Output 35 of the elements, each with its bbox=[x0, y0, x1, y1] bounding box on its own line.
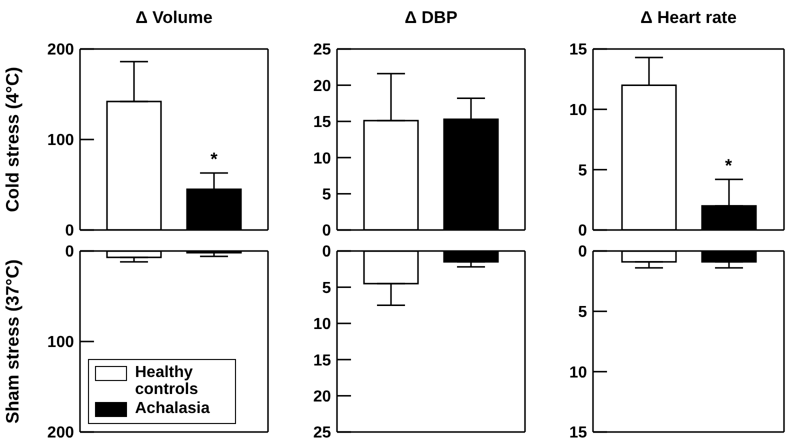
y-tick-label: 200 bbox=[47, 424, 74, 442]
y-tick-label: 0 bbox=[322, 244, 332, 261]
y-tick-label: 15 bbox=[313, 352, 332, 370]
y-tick-label: 0 bbox=[578, 222, 588, 240]
annotation: * bbox=[210, 148, 218, 169]
annotation: * bbox=[724, 155, 732, 176]
y-tick-label: 10 bbox=[569, 364, 588, 382]
y-tick-label: 25 bbox=[313, 42, 332, 59]
legend-label: Achalasia bbox=[135, 400, 210, 417]
y-tick-label: 10 bbox=[313, 316, 332, 334]
y-tick-label: 0 bbox=[65, 222, 74, 240]
chart-title: Δ Heart rate bbox=[639, 8, 738, 28]
y-tick-label: 15 bbox=[569, 42, 588, 59]
y-tick-label: 100 bbox=[47, 334, 74, 352]
y-tick-label: 5 bbox=[578, 304, 588, 322]
y-tick-label: 5 bbox=[322, 186, 332, 204]
y-tick-label: 20 bbox=[313, 388, 332, 406]
chart-title: Δ DBP bbox=[404, 8, 458, 28]
y-tick-label: 0 bbox=[65, 244, 74, 261]
y-tick-label: 20 bbox=[313, 78, 332, 95]
y-tick-label: 10 bbox=[569, 102, 588, 120]
y-axis-title: Sham stress (37°C) bbox=[2, 259, 22, 424]
y-tick-label: 200 bbox=[47, 42, 74, 59]
y-tick-label: 5 bbox=[578, 162, 588, 180]
y-tick-label: 5 bbox=[322, 280, 332, 297]
chart-title: Δ Volume bbox=[134, 8, 214, 28]
y-axis-title: Cold stress (4°C) bbox=[2, 66, 22, 212]
y-tick-label: 15 bbox=[569, 424, 588, 442]
y-tick-label: 10 bbox=[313, 150, 332, 168]
y-tick-label: 25 bbox=[313, 424, 332, 442]
y-tick-label: 0 bbox=[322, 222, 332, 240]
y-tick-label: 0 bbox=[578, 244, 588, 261]
legend-label: Healthy controls bbox=[135, 364, 200, 398]
y-tick-label: 100 bbox=[47, 132, 74, 150]
y-tick-label: 15 bbox=[313, 114, 332, 132]
